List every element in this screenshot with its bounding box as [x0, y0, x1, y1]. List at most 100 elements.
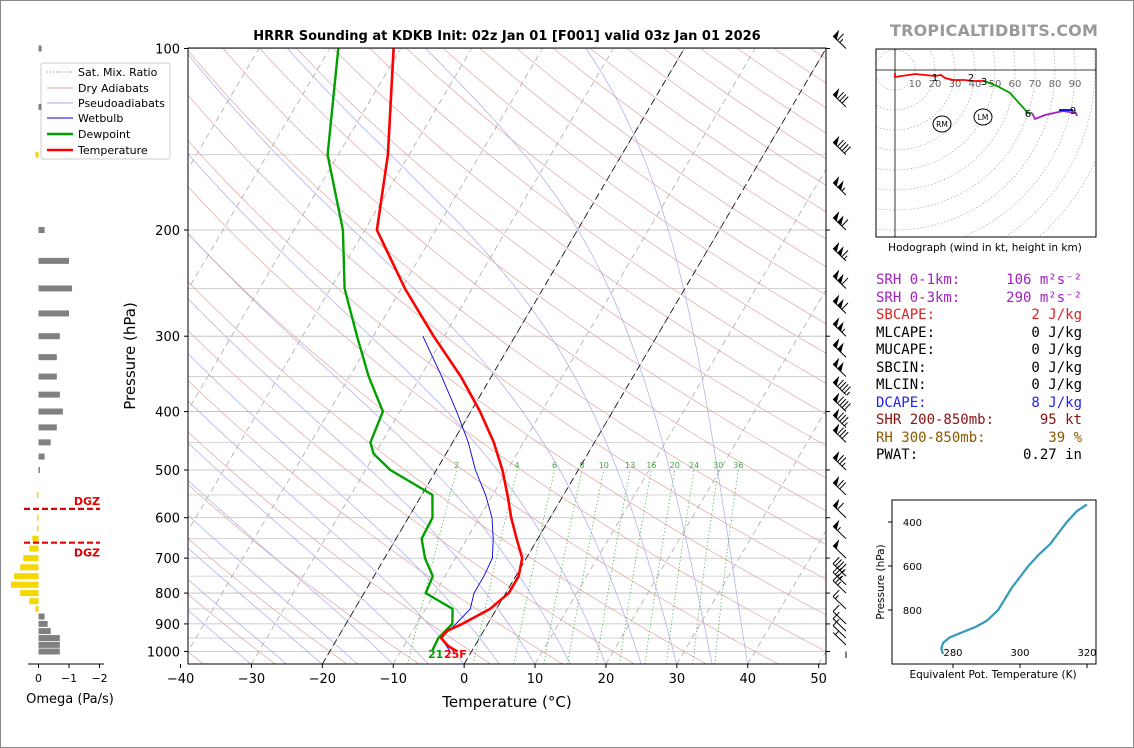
storm-motion-marker — [973, 108, 993, 126]
zero-isotherm — [321, 48, 685, 664]
stat-label: PWAT: — [876, 447, 919, 463]
barb-flag — [833, 408, 840, 419]
height-label: 6 — [1025, 109, 1031, 120]
barb-full — [837, 379, 844, 387]
stat-value: 106 m²s⁻² — [1006, 272, 1082, 288]
barb-flag — [837, 361, 844, 372]
mixing-ratio-label: 20 — [670, 461, 680, 470]
wind-barb — [832, 241, 849, 262]
omega-bar — [35, 151, 39, 158]
legend-dewpoint: Dewpoint — [78, 128, 131, 141]
omega-bar — [38, 45, 42, 52]
hodograph-caption: Hodograph (wind in kt, height in km) — [888, 242, 1082, 254]
x-tick-label: −10 — [380, 672, 407, 687]
wind-barb — [832, 539, 847, 559]
barb-flag — [833, 357, 840, 368]
wind-barb — [832, 631, 847, 646]
barb-flag — [833, 135, 840, 146]
temperature-trace — [375, 48, 524, 653]
omega-bar — [20, 564, 39, 571]
omega-bar — [29, 545, 39, 552]
barb-full — [839, 141, 847, 150]
omega-bar — [38, 257, 69, 264]
dry-adiabat — [188, 431, 492, 664]
wind-barb — [832, 176, 847, 196]
barb-half — [841, 568, 846, 573]
dry-adiabat — [222, 48, 826, 512]
hodograph-segment — [1031, 110, 1078, 121]
stat-row: MLCIN: 0 J/kg — [876, 377, 1116, 395]
barb-half — [839, 38, 844, 43]
dry-adiabat — [188, 329, 636, 664]
hodograph-segment — [983, 80, 1032, 114]
omega-bar — [38, 628, 51, 635]
ring-label: 30 — [949, 79, 962, 90]
omega-bar — [38, 613, 45, 620]
pseudoadiabat — [188, 400, 465, 664]
te-x-tick-label: 320 — [1077, 648, 1096, 659]
height-label: 3 — [981, 77, 987, 88]
x-tick-label: 20 — [598, 672, 615, 687]
mixing-ratio-label: 4 — [515, 461, 520, 470]
wind-barb — [832, 29, 847, 49]
omega-bar — [11, 581, 39, 588]
barb-half — [841, 328, 846, 333]
ring-label: 80 — [1049, 79, 1062, 90]
height-label: 9 — [1070, 106, 1076, 117]
barb-staff — [832, 618, 847, 632]
barb-full — [839, 429, 847, 437]
wind-barb — [832, 294, 849, 314]
wind-barb — [832, 423, 849, 443]
height-label: 1 — [932, 73, 938, 84]
mixing-ratio-line — [619, 469, 652, 664]
wind-barb — [832, 556, 847, 577]
dry-adiabat — [188, 538, 348, 664]
wind-barb — [832, 375, 851, 396]
wind-barb — [832, 317, 847, 337]
barb-flag — [837, 321, 844, 332]
barb-half — [834, 595, 839, 600]
pseudoadiabat — [188, 153, 607, 664]
barb-full — [839, 414, 847, 422]
barb-full — [843, 403, 851, 411]
te-y-tick-label: 800 — [903, 606, 922, 617]
dry-adiabat — [188, 281, 708, 664]
barb-flag — [833, 375, 840, 386]
stat-label: MLCIN: — [876, 377, 927, 393]
zero-isotherm — [463, 48, 826, 664]
sounding-traces — [326, 48, 524, 653]
temperature-tick-labels: −40 −30 −20 −10 0 10 20 30 40 50 — [167, 664, 827, 687]
wind-barb — [832, 269, 849, 289]
barb-full — [837, 479, 844, 488]
barb-flag — [833, 476, 840, 487]
pseudoadiabat — [188, 442, 429, 664]
pseudoadiabat — [188, 514, 358, 664]
wind-barb — [832, 498, 847, 519]
stat-value: 39 % — [1048, 429, 1082, 446]
theta-e-line — [940, 503, 1088, 655]
barb-full — [839, 94, 847, 102]
theta-e-ylabel: Pressure (hPa) — [875, 544, 887, 619]
omega-bar — [38, 424, 57, 431]
dry-adiabat — [188, 593, 276, 664]
barb-staff — [832, 596, 847, 610]
wind-barb — [832, 589, 847, 610]
barb-full — [841, 250, 849, 258]
stat-row: SRH 0-1km: 106 m²s⁻² — [876, 272, 1116, 290]
y-tick-label: 200 — [155, 224, 180, 239]
dry-adiabat — [188, 139, 826, 616]
barb-flag — [833, 317, 840, 328]
pseudoadiabat — [188, 579, 287, 664]
wetbulb-trace — [422, 336, 494, 652]
pseudoadiabat — [287, 48, 677, 664]
omega-bar — [38, 466, 41, 473]
omega-bar — [38, 103, 42, 110]
x-axis-label: Temperature (°C) — [441, 693, 571, 711]
isobars — [188, 48, 826, 664]
isotherm — [188, 48, 543, 653]
x-tick-label: 30 — [669, 672, 686, 687]
omega-bar — [35, 605, 39, 612]
omega-bar — [20, 590, 39, 597]
dry-adiabat — [369, 48, 826, 384]
dgz-markers: DGZ DGZ — [24, 495, 100, 560]
